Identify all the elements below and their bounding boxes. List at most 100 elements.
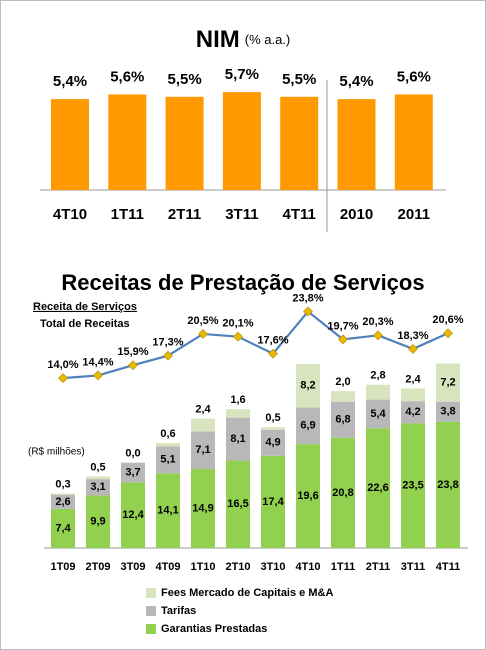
value-label: 5,4% <box>339 73 373 90</box>
x-tick-label: 1T09 <box>50 561 75 573</box>
bar-segment <box>366 428 390 548</box>
x-tick-label: 2T10 <box>225 561 250 573</box>
chart-subtitle: (% a.a.) <box>245 32 291 47</box>
line-marker <box>233 331 243 342</box>
line-marker <box>128 360 138 371</box>
bar-segment <box>51 493 75 495</box>
value-label: 6,8 <box>335 414 350 426</box>
value-label: 23,5 <box>402 480 423 492</box>
line-marker <box>163 350 173 361</box>
bar-segment <box>436 401 460 422</box>
x-tick-label: 4T11 <box>283 206 316 223</box>
line-marker <box>93 370 103 381</box>
bar-segment <box>156 443 180 447</box>
value-label: 1,6 <box>230 394 245 406</box>
line-marker <box>408 343 418 354</box>
value-label: 2,6 <box>55 496 70 508</box>
bar-segment <box>261 455 285 548</box>
value-label: 5,6% <box>110 68 144 85</box>
bar-segment <box>226 460 250 548</box>
value-label: 5,5% <box>282 71 316 88</box>
x-tick-label: 4T09 <box>155 561 180 573</box>
value-label: 17,4 <box>262 496 284 508</box>
value-label: 23,8 <box>437 479 458 491</box>
value-label: 20,6% <box>432 314 463 326</box>
value-label: 23,8% <box>292 292 323 304</box>
value-label: 14,0% <box>47 359 78 371</box>
bar-segment <box>296 407 320 445</box>
value-label: 5,6% <box>397 68 431 85</box>
value-label: 14,4% <box>82 356 113 368</box>
bar-segment <box>86 479 110 496</box>
chart-title: NIM <box>196 26 240 53</box>
bar-segment <box>191 469 215 548</box>
x-tick-label: 4T10 <box>53 206 87 223</box>
value-label: 0,5 <box>265 412 280 424</box>
value-label: 4,9 <box>265 437 280 449</box>
value-label: 17,3% <box>152 337 183 349</box>
bar <box>280 96 319 190</box>
bar-segment <box>261 429 285 456</box>
bar <box>165 96 204 190</box>
x-tick-label: 2T09 <box>85 561 110 573</box>
bar-segment <box>51 508 75 548</box>
bar-segment <box>156 473 180 548</box>
value-label: 8,2 <box>300 380 315 392</box>
value-label: 3,7 <box>125 466 140 478</box>
bar-segment <box>436 421 460 548</box>
value-label: 7,2 <box>440 377 455 389</box>
legend-label: Tarifas <box>161 605 196 617</box>
value-label: 14,1 <box>157 505 178 517</box>
value-label: 22,6 <box>367 482 388 494</box>
x-tick-label: 2011 <box>398 206 431 223</box>
line-marker <box>198 329 208 339</box>
x-tick-label: 3T09 <box>120 561 145 573</box>
value-label: 20,3% <box>362 316 393 328</box>
bar-segment <box>51 495 75 509</box>
line-marker <box>303 306 313 317</box>
bar-segment <box>366 384 390 400</box>
x-tick-label: 3T10 <box>260 561 285 573</box>
x-tick-label: 2T11 <box>366 561 390 573</box>
bar-segment <box>436 363 460 402</box>
bar-segment <box>86 495 110 548</box>
value-label: 5,4 <box>370 408 386 420</box>
legend-swatch <box>146 624 156 634</box>
value-label: 3,1 <box>90 481 105 493</box>
line-marker <box>373 330 383 341</box>
value-label: 0,5 <box>90 461 105 473</box>
value-label: 20,8 <box>332 487 353 499</box>
line-marker <box>338 334 348 345</box>
bar <box>337 99 376 190</box>
line-marker <box>443 328 453 339</box>
value-label: 0,3 <box>55 478 70 490</box>
value-label: 19,6 <box>297 490 318 502</box>
x-tick-label: 3T11 <box>401 561 425 573</box>
value-label: 0,0 <box>125 448 140 460</box>
value-label: 14,9 <box>192 502 213 514</box>
value-label: 0,6 <box>160 428 175 440</box>
bar-segment <box>226 417 250 461</box>
value-label: 16,5 <box>227 498 248 510</box>
bar-segment <box>121 462 145 483</box>
value-label: 7,4 <box>55 522 71 534</box>
x-tick-label: 4T10 <box>295 561 320 573</box>
line-marker <box>268 348 278 359</box>
value-label: 2,0 <box>335 376 350 388</box>
bar-segment <box>401 388 425 402</box>
annotation: (R$ milhões) <box>28 447 85 458</box>
bar-segment <box>331 437 355 548</box>
x-tick-label: 1T11 <box>331 561 355 573</box>
value-label: 17,6% <box>257 335 288 347</box>
line <box>62 310 449 380</box>
line-series-name: Receita de Serviços <box>33 301 137 313</box>
bar-segment <box>366 399 390 429</box>
bar-segment <box>86 476 110 480</box>
value-label: 2,4 <box>405 373 421 385</box>
x-tick-label: 3T11 <box>225 206 258 223</box>
legend-label: Fees Mercado de Capitais e M&A <box>161 587 333 599</box>
value-label: 4,2 <box>405 406 420 418</box>
bar-segment <box>296 364 320 408</box>
